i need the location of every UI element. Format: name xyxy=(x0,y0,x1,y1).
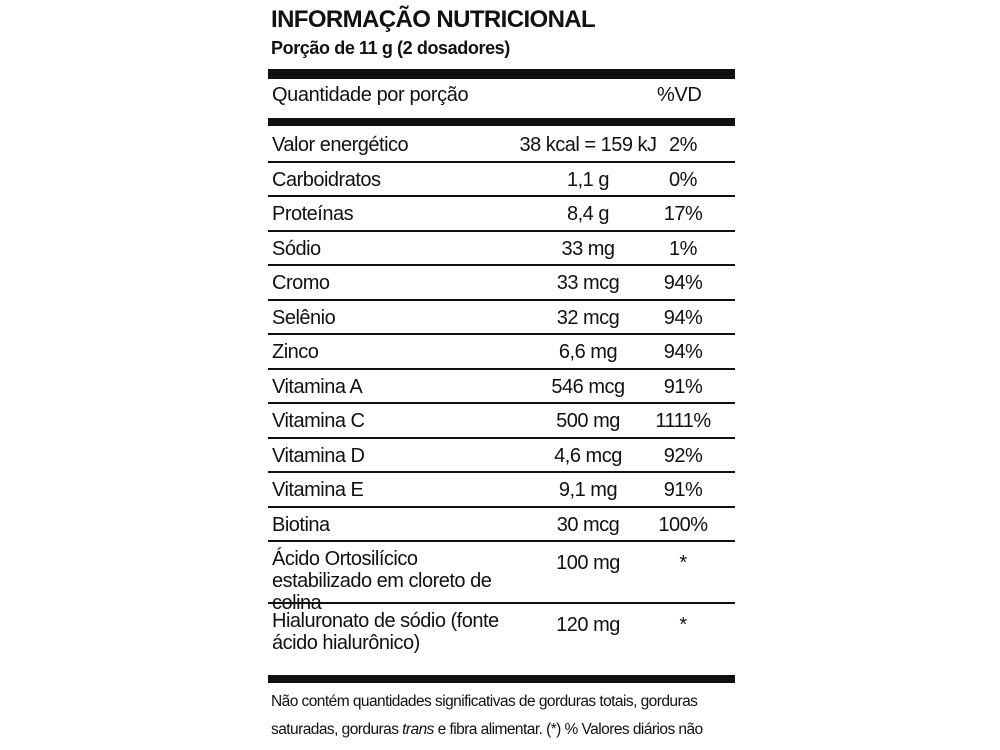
table-row: Vitamina D 4,6 mcg 92% xyxy=(268,439,735,473)
daily-value: 1111% xyxy=(655,410,711,432)
serving: Porção de 11 g (2 dosadores) xyxy=(271,38,510,58)
column-header: %VD xyxy=(657,84,702,106)
nutrient-name: Selênio xyxy=(272,306,336,329)
footnote-text: Não contém quantidades significativas de… xyxy=(271,693,698,738)
daily-value: 94% xyxy=(663,341,703,363)
daily-value: 1% xyxy=(669,237,697,260)
amount: 500 mg xyxy=(556,410,620,432)
nutrient-name: Sódio xyxy=(272,237,321,260)
footnote-italic: trans xyxy=(402,721,434,738)
daily-value: 17% xyxy=(663,203,703,225)
daily-value: 100% xyxy=(658,513,708,536)
thick-rule xyxy=(268,118,735,126)
table-row: Vitamina A 546 mcg 91% xyxy=(268,370,735,404)
nutrient-name: Cromo xyxy=(272,272,330,294)
amount: 4,6 mcg xyxy=(554,444,622,467)
nutrient-name: Biotina xyxy=(272,513,330,536)
daily-value: 91% xyxy=(663,479,703,501)
nutrient-name: Valor energético xyxy=(272,134,409,156)
table-row: Biotina 30 mcg 100% xyxy=(268,508,735,542)
nutrient-name: Ácido Ortosilícico estabilizado em clore… xyxy=(272,548,492,614)
footnote: Não contém quantidades significativas de… xyxy=(271,688,741,750)
amount: 38 kcal = 159 kJ xyxy=(519,134,657,156)
nutrient-name: Proteínas xyxy=(272,203,354,225)
daily-value: 94% xyxy=(663,306,703,329)
column-header: Quantidade por porção xyxy=(272,84,469,106)
table-row: Selênio 32 mcg 94% xyxy=(268,301,735,335)
amount: 6,6 mg xyxy=(558,341,618,363)
daily-value: 91% xyxy=(663,375,703,398)
nutrient-name: Vitamina D xyxy=(272,444,365,467)
nutrient-name: Carboidratos xyxy=(272,168,381,191)
table-row: Ácido Ortosilícico estabilizado em clore… xyxy=(268,542,735,614)
daily-value: 94% xyxy=(663,272,703,294)
table-row: Vitamina C 500 mg 1111% xyxy=(268,404,735,439)
amount: 30 mcg xyxy=(556,513,620,536)
table-body: Valor energético 38 kcal = 159 kJ 2% Carboi… xyxy=(268,128,735,664)
nutrient-name: Zinco xyxy=(272,341,319,363)
amount: 33 mg xyxy=(561,237,615,260)
table-row: Vitamina E 9,1 mg 91% xyxy=(268,473,735,508)
amount: 33 mcg xyxy=(556,272,620,294)
amount: 546 mcg xyxy=(551,375,625,398)
daily-value: 0% xyxy=(669,168,697,191)
amount: 9,1 mg xyxy=(558,479,618,501)
table-row: Sódio 33 mg 1% xyxy=(268,232,735,266)
thick-rule xyxy=(268,675,735,683)
amount: 32 mcg xyxy=(556,306,620,329)
nutrient-name: Vitamina E xyxy=(272,479,364,501)
table-row: Hialuronato de sódio (fonte ácido hialur… xyxy=(268,604,735,664)
nutrient-name: Hialuronato de sódio (fonte ácido hialur… xyxy=(272,610,499,654)
daily-value: * xyxy=(679,614,687,636)
thick-rule xyxy=(268,69,735,79)
table-row: Proteínas 8,4 g 17% xyxy=(268,197,735,232)
table-row: Zinco 6,6 mg 94% xyxy=(268,335,735,370)
amount: 8,4 g xyxy=(567,203,609,225)
table-row: Carboidratos 1,1 g 0% xyxy=(268,163,735,197)
table-header: Quantidade por porção %VD xyxy=(272,84,735,114)
daily-value: 92% xyxy=(663,444,703,467)
nutrient-name: Vitamina A xyxy=(272,375,363,398)
daily-value: * xyxy=(679,552,687,574)
table-row: Valor energético 38 kcal = 159 kJ 2% xyxy=(268,128,735,163)
amount: 1,1 g xyxy=(567,168,609,191)
table-row: Cromo 33 mcg 94% xyxy=(268,266,735,301)
title: INFORMAÇÃO NUTRICIONAL xyxy=(271,6,596,33)
amount: 120 mg xyxy=(556,614,620,636)
nutrient-name: Vitamina C xyxy=(272,410,365,432)
amount: 100 mg xyxy=(556,552,620,574)
daily-value: 2% xyxy=(669,134,697,156)
